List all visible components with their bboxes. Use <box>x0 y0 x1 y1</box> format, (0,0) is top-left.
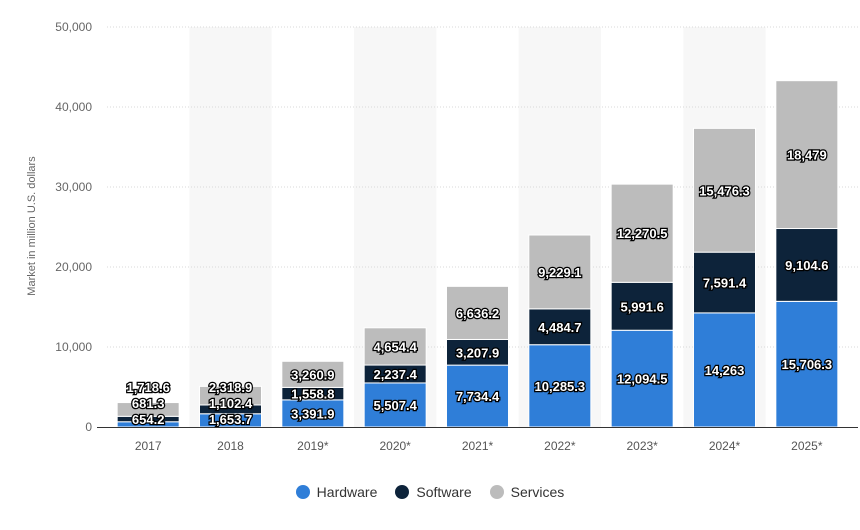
data-label: 5,991.6 <box>620 299 663 314</box>
x-tick-label: 2024* <box>709 439 741 453</box>
bar-services[interactable] <box>610 183 674 283</box>
y-tick-label: 10,000 <box>55 340 92 354</box>
data-label: 14,263 <box>705 363 745 378</box>
data-label: 2,237.4 <box>373 367 417 382</box>
chart-svg: 0 10,000 20,000 30,000 40,000 50,000 654.2681.… <box>55 20 858 453</box>
data-label: 3,260.9 <box>291 367 334 382</box>
y-axis-label: Market in million U.S. dollars <box>26 156 38 296</box>
data-label: 9,229.1 <box>538 265 581 280</box>
y-tick-label: 20,000 <box>55 260 92 274</box>
bar-software[interactable] <box>775 228 839 302</box>
bar-software[interactable] <box>528 308 592 346</box>
x-tick-label: 2021* <box>462 439 494 453</box>
data-label: 3,391.9 <box>291 406 334 421</box>
bar-hardware[interactable] <box>775 300 839 428</box>
bar-services[interactable] <box>363 327 427 366</box>
bar-hardware[interactable] <box>693 312 756 428</box>
data-label: 1,653.7 <box>209 412 252 427</box>
column-band <box>189 27 272 427</box>
bar-services[interactable] <box>446 285 509 340</box>
legend-label: Hardware <box>316 484 378 500</box>
bar-hardware[interactable] <box>610 329 674 428</box>
data-label: 7,734.4 <box>456 389 500 404</box>
bar-hardware[interactable] <box>528 344 592 428</box>
bar-software[interactable] <box>693 251 756 314</box>
data-label: 2,318.9 <box>209 380 252 395</box>
data-label: 1,102.4 <box>209 396 253 411</box>
bar-services[interactable] <box>528 234 592 310</box>
legend-item-hardware[interactable]: Hardware <box>295 484 378 500</box>
legend-item-services[interactable]: Services <box>489 484 565 500</box>
data-label: 12,270.5 <box>617 226 668 241</box>
y-tick-label: 0 <box>85 420 92 434</box>
data-label: 1,558.8 <box>291 387 334 402</box>
data-label: 4,654.4 <box>373 339 417 354</box>
data-label: 1,718.6 <box>126 380 169 395</box>
bar-hardware[interactable] <box>446 364 509 428</box>
x-tick-label: 2025* <box>791 439 823 453</box>
bar-services[interactable] <box>199 385 262 406</box>
data-label: 18,479 <box>787 148 827 163</box>
data-label: 5,507.4 <box>373 398 417 413</box>
bar-services[interactable] <box>116 402 180 417</box>
bar-software[interactable] <box>610 281 674 331</box>
legend-marker <box>395 485 410 499</box>
data-label: 15,476.3 <box>699 183 750 198</box>
bar-hardware[interactable] <box>363 382 427 428</box>
data-label: 4,484.7 <box>538 320 581 335</box>
legend-label: Software <box>416 484 472 500</box>
y-tick-label: 50,000 <box>55 20 92 34</box>
x-tick-label: 2017 <box>135 439 162 453</box>
data-label: 7,591.4 <box>703 276 747 291</box>
bar-services[interactable] <box>775 80 839 230</box>
x-tick-label: 2019* <box>297 439 329 453</box>
data-label: 15,706.3 <box>782 357 833 372</box>
bar-services[interactable] <box>281 360 345 388</box>
legend-marker <box>295 485 310 499</box>
legend-label: Services <box>510 484 565 500</box>
legend-item-software[interactable]: Software <box>395 484 472 500</box>
x-tick-label: 2020* <box>379 439 411 453</box>
data-label: 681.3 <box>132 396 165 411</box>
data-label: 6,636.2 <box>456 306 499 321</box>
data-label: 10,285.3 <box>535 379 586 394</box>
data-label: 654.2 <box>132 412 165 427</box>
x-tick-label: 2022* <box>544 439 576 453</box>
data-label: 12,094.5 <box>617 372 668 387</box>
data-label: 3,207.9 <box>456 345 499 360</box>
data-label: 9,104.6 <box>785 258 828 273</box>
x-tick-label: 2018 <box>217 439 244 453</box>
y-tick-label: 40,000 <box>55 100 92 114</box>
x-tick-label: 2023* <box>626 439 658 453</box>
y-tick-label: 30,000 <box>55 180 92 194</box>
legend-marker <box>489 485 504 499</box>
bar-services[interactable] <box>693 127 756 253</box>
legend: Hardware Software Services <box>0 484 860 500</box>
